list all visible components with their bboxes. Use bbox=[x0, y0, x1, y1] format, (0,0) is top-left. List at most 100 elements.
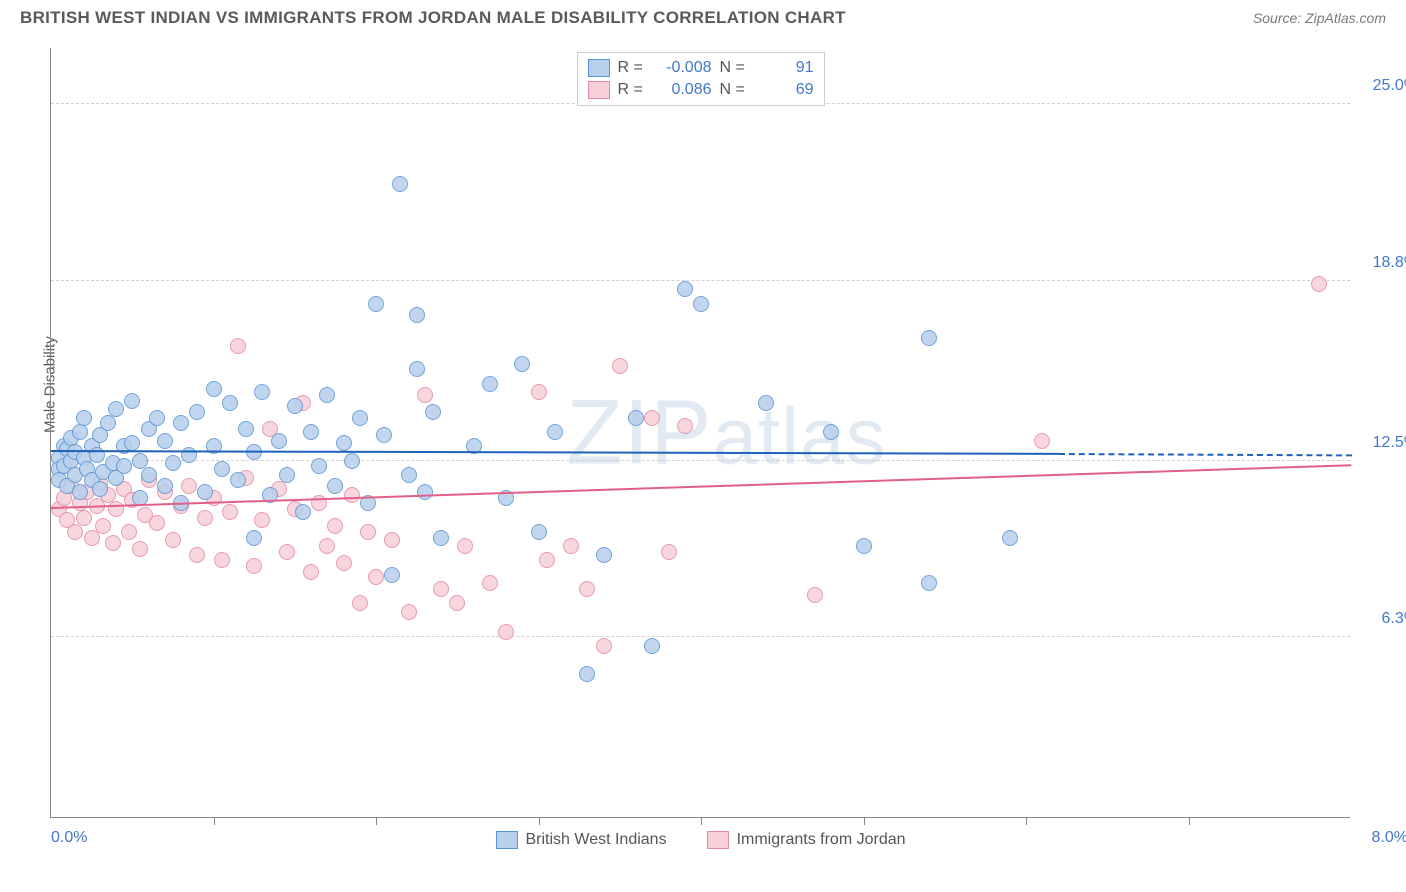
data-point-pink bbox=[457, 538, 473, 554]
data-point-pink bbox=[807, 587, 823, 603]
data-point-pink bbox=[352, 595, 368, 611]
data-point-blue bbox=[295, 504, 311, 520]
data-point-pink bbox=[677, 418, 693, 434]
data-point-blue bbox=[856, 538, 872, 554]
data-point-blue bbox=[644, 638, 660, 654]
gridline bbox=[51, 460, 1350, 461]
data-point-pink bbox=[563, 538, 579, 554]
data-point-pink bbox=[246, 558, 262, 574]
data-point-blue bbox=[303, 424, 319, 440]
data-point-blue bbox=[319, 387, 335, 403]
data-point-pink bbox=[368, 569, 384, 585]
legend-label: Immigrants from Jordan bbox=[737, 831, 906, 849]
data-point-pink bbox=[417, 387, 433, 403]
legend-item: British West Indians bbox=[495, 831, 666, 849]
plot-area: ZIPatlas R = -0.008 N = 91 R = 0.086 N =… bbox=[50, 48, 1350, 818]
data-point-pink bbox=[449, 595, 465, 611]
data-point-blue bbox=[149, 410, 165, 426]
legend-item: Immigrants from Jordan bbox=[707, 831, 906, 849]
data-point-pink bbox=[254, 512, 270, 528]
data-point-blue bbox=[116, 458, 132, 474]
data-point-blue bbox=[336, 435, 352, 451]
data-point-blue bbox=[279, 467, 295, 483]
data-point-blue bbox=[238, 421, 254, 437]
data-point-pink bbox=[579, 581, 595, 597]
legend-swatch-blue bbox=[588, 59, 610, 77]
data-point-blue bbox=[72, 424, 88, 440]
data-point-blue bbox=[197, 484, 213, 500]
data-point-blue bbox=[76, 410, 92, 426]
legend-n-label: N = bbox=[720, 81, 746, 99]
legend-swatch-pink bbox=[588, 81, 610, 99]
data-point-pink bbox=[303, 564, 319, 580]
data-point-blue bbox=[392, 176, 408, 192]
trendline-blue-dash bbox=[1058, 453, 1351, 456]
x-tick bbox=[1026, 817, 1027, 825]
x-tick bbox=[539, 817, 540, 825]
legend-swatch-blue bbox=[495, 831, 517, 849]
data-point-blue bbox=[921, 330, 937, 346]
y-tick-label: 25.0% bbox=[1358, 77, 1406, 95]
data-point-blue bbox=[758, 395, 774, 411]
data-point-pink bbox=[661, 544, 677, 560]
y-tick-label: 6.3% bbox=[1358, 610, 1406, 628]
data-point-pink bbox=[214, 552, 230, 568]
data-point-blue bbox=[579, 666, 595, 682]
data-point-blue bbox=[271, 433, 287, 449]
x-tick bbox=[214, 817, 215, 825]
x-axis-min-label: 0.0% bbox=[51, 829, 87, 847]
x-tick bbox=[864, 817, 865, 825]
gridline bbox=[51, 280, 1350, 281]
data-point-blue bbox=[108, 401, 124, 417]
data-point-pink bbox=[498, 624, 514, 640]
data-point-blue bbox=[482, 376, 498, 392]
data-point-pink bbox=[67, 524, 83, 540]
data-point-pink bbox=[327, 518, 343, 534]
legend-r-value: -0.008 bbox=[652, 59, 712, 77]
data-point-blue bbox=[596, 547, 612, 563]
x-tick bbox=[376, 817, 377, 825]
data-point-blue bbox=[531, 524, 547, 540]
data-point-pink bbox=[132, 541, 148, 557]
data-point-pink bbox=[433, 581, 449, 597]
data-point-blue bbox=[141, 467, 157, 483]
data-point-blue bbox=[254, 384, 270, 400]
data-point-blue bbox=[222, 395, 238, 411]
data-point-blue bbox=[189, 404, 205, 420]
data-point-pink bbox=[76, 510, 92, 526]
legend-series: British West Indians Immigrants from Jor… bbox=[495, 831, 905, 849]
data-point-blue bbox=[352, 410, 368, 426]
data-point-pink bbox=[105, 535, 121, 551]
legend-r-label: R = bbox=[618, 81, 644, 99]
data-point-pink bbox=[1034, 433, 1050, 449]
legend-r-value: 0.086 bbox=[652, 81, 712, 99]
data-point-blue bbox=[214, 461, 230, 477]
x-tick bbox=[1189, 817, 1190, 825]
legend-n-value: 91 bbox=[754, 59, 814, 77]
data-point-pink bbox=[612, 358, 628, 374]
data-point-pink bbox=[360, 524, 376, 540]
y-tick-label: 18.8% bbox=[1358, 254, 1406, 272]
data-point-blue bbox=[1002, 530, 1018, 546]
data-point-pink bbox=[165, 532, 181, 548]
data-point-blue bbox=[693, 296, 709, 312]
data-point-pink bbox=[230, 338, 246, 354]
y-tick-label: 12.5% bbox=[1358, 434, 1406, 452]
data-point-blue bbox=[417, 484, 433, 500]
data-point-blue bbox=[401, 467, 417, 483]
data-point-blue bbox=[157, 433, 173, 449]
data-point-blue bbox=[124, 393, 140, 409]
data-point-blue bbox=[311, 458, 327, 474]
data-point-blue bbox=[823, 424, 839, 440]
data-point-pink bbox=[197, 510, 213, 526]
legend-label: British West Indians bbox=[525, 831, 666, 849]
data-point-pink bbox=[531, 384, 547, 400]
data-point-blue bbox=[287, 398, 303, 414]
chart-header: BRITISH WEST INDIAN VS IMMIGRANTS FROM J… bbox=[0, 0, 1406, 32]
data-point-blue bbox=[368, 296, 384, 312]
data-point-pink bbox=[95, 518, 111, 534]
trendline-blue bbox=[51, 450, 1059, 455]
data-point-pink bbox=[482, 575, 498, 591]
data-point-pink bbox=[539, 552, 555, 568]
data-point-blue bbox=[157, 478, 173, 494]
